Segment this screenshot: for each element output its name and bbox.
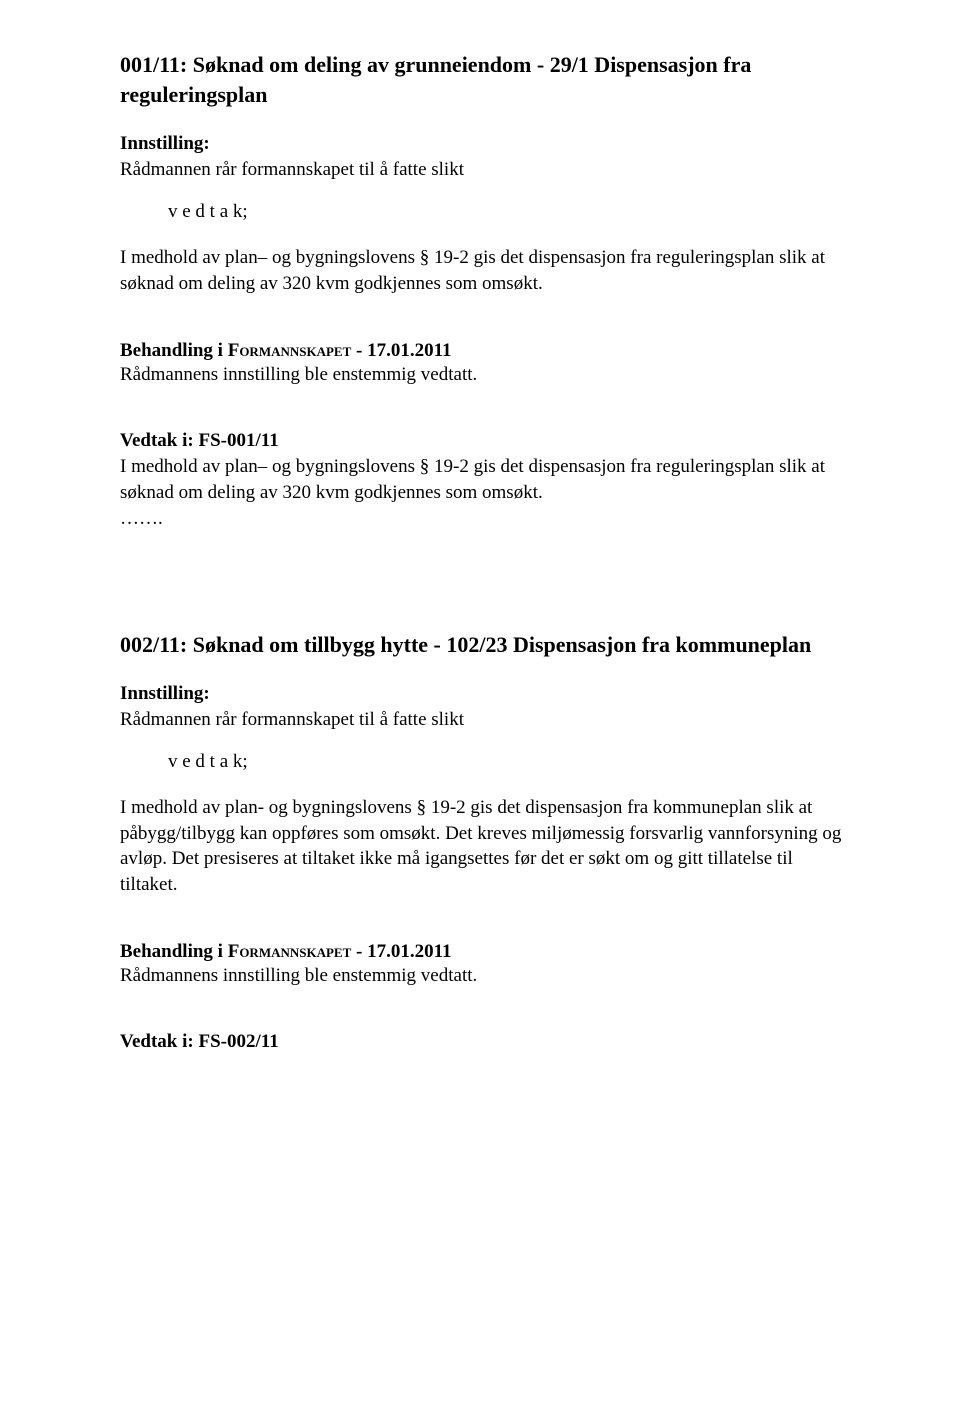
behandling-prefix: Behandling i bbox=[120, 941, 228, 962]
vedtak-label: Vedtak i: FS-002/11 bbox=[120, 1031, 850, 1053]
vedtak-spaced: v e d t a k; bbox=[120, 201, 850, 223]
vedtak-body: I medhold av plan– og bygningslovens § 1… bbox=[120, 454, 850, 505]
innstilling-intro: Rådmannen rår formannskapet til å fatte … bbox=[120, 707, 850, 733]
section-heading: 001/11: Søknad om deling av grunneiendom… bbox=[120, 50, 850, 109]
innstilling-label: Innstilling: bbox=[120, 683, 850, 705]
behandling-body: Formannskapet bbox=[228, 941, 352, 962]
behandling-body: Formannskapet bbox=[228, 340, 352, 361]
innstilling-body: I medhold av plan– og bygningslovens § 1… bbox=[120, 245, 850, 296]
behandling-heading: Behandling i Formannskapet - 17.01.2011 bbox=[120, 340, 850, 362]
section-heading: 002/11: Søknad om tillbygg hytte - 102/2… bbox=[120, 630, 850, 660]
behandling-heading: Behandling i Formannskapet - 17.01.2011 bbox=[120, 941, 850, 963]
trailing-dots: ……. bbox=[120, 508, 850, 530]
vedtak-label: Vedtak i: FS-001/11 bbox=[120, 430, 850, 452]
vedtak-spaced: v e d t a k; bbox=[120, 751, 850, 773]
behandling-text: Rådmannens innstilling ble enstemmig ved… bbox=[120, 364, 850, 386]
innstilling-label: Innstilling: bbox=[120, 133, 850, 155]
document-page: 001/11: Søknad om deling av grunneiendom… bbox=[0, 0, 960, 1403]
behandling-suffix: - 17.01.2011 bbox=[351, 340, 451, 361]
behandling-text: Rådmannens innstilling ble enstemmig ved… bbox=[120, 965, 850, 987]
behandling-suffix: - 17.01.2011 bbox=[351, 941, 451, 962]
innstilling-intro: Rådmannen rår formannskapet til å fatte … bbox=[120, 157, 850, 183]
behandling-prefix: Behandling i bbox=[120, 340, 228, 361]
innstilling-body: I medhold av plan- og bygningslovens § 1… bbox=[120, 795, 850, 898]
